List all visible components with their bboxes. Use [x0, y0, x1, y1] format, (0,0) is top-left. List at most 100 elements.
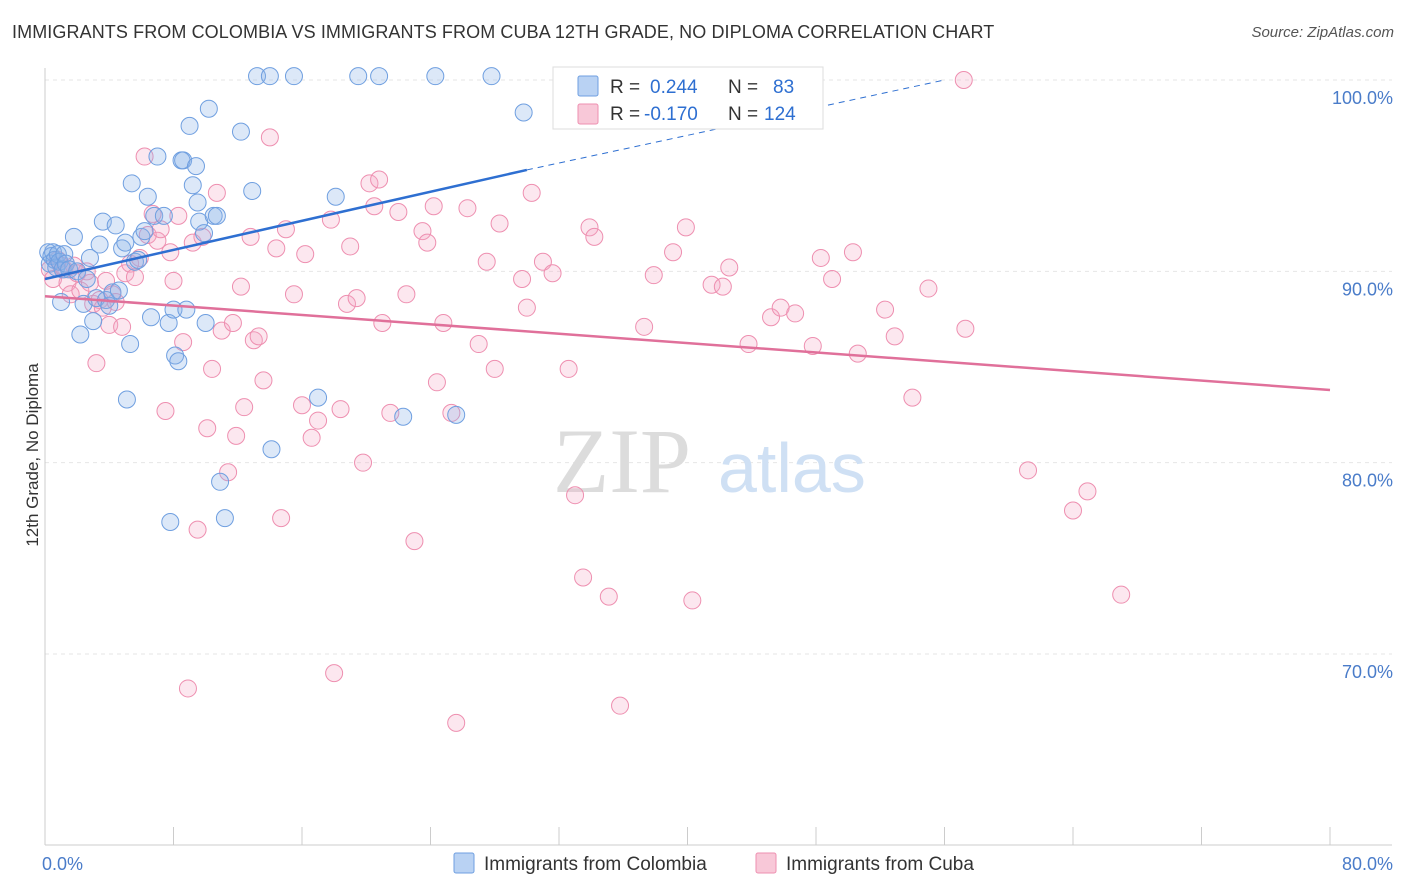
colombia-point — [109, 281, 128, 300]
cuba-point — [1064, 501, 1082, 520]
y-axis-label: 12th Grade, No Diploma — [23, 363, 42, 547]
cuba-point — [427, 373, 446, 392]
colombia-point — [326, 187, 345, 206]
colombia-point — [106, 216, 125, 235]
cuba-point — [249, 327, 268, 346]
stats-colombia-swatch — [577, 75, 599, 97]
colombia-point — [394, 407, 413, 426]
cuba-point — [341, 237, 360, 256]
cuba-point — [302, 428, 321, 447]
cuba-point — [762, 308, 781, 327]
colombia-point — [161, 512, 180, 531]
y-tick-label-100: 100.0% — [1332, 88, 1393, 108]
colombia-point — [154, 206, 173, 225]
cuba-point — [739, 335, 758, 354]
cuba-point — [485, 359, 504, 378]
cuba-trend-line — [44, 294, 1331, 392]
stats-legend: R = 0.244 N = 83 R = -0.170 N = 124 — [552, 66, 824, 130]
cuba-point — [389, 203, 408, 222]
cuba-point — [267, 239, 286, 258]
cuba-point — [87, 354, 106, 373]
colombia-point — [183, 176, 202, 195]
cuba-point — [580, 218, 599, 237]
colombia-point — [142, 308, 161, 327]
cuba-point — [469, 335, 488, 354]
colombia-point — [121, 335, 140, 354]
cuba-point — [164, 271, 183, 290]
grid-lines — [45, 79, 1392, 655]
colombia-point — [113, 239, 132, 258]
y-tick-label-80: 80.0% — [1342, 471, 1393, 491]
colombia-point — [77, 269, 96, 288]
colombia-point — [248, 67, 267, 86]
cuba-point — [574, 568, 593, 587]
cuba-point — [1112, 585, 1131, 604]
cuba-point — [113, 317, 132, 336]
stats-cuba-n-value: 124 — [764, 104, 796, 125]
cuba-point — [848, 344, 867, 363]
cuba-point — [447, 713, 466, 732]
cuba-point — [559, 359, 578, 378]
source-credit: Source: ZipAtlas.com — [1251, 24, 1394, 41]
colombia-point — [84, 312, 103, 331]
cuba-point — [811, 248, 830, 267]
colombia-point — [166, 346, 185, 365]
cuba-point — [713, 277, 732, 296]
colombia-point — [180, 116, 199, 135]
stats-colombia-n-value: 83 — [773, 77, 794, 98]
cuba-point — [331, 400, 350, 419]
cuba-point — [424, 197, 443, 216]
cuba-point — [803, 336, 822, 355]
cuba-point — [702, 275, 721, 294]
colombia-point — [135, 222, 154, 241]
colombia-point — [80, 248, 99, 267]
y-tick-label-90: 90.0% — [1342, 279, 1393, 299]
cuba-point — [720, 258, 739, 277]
colombia-point — [159, 313, 178, 332]
legend-cuba-label: Immigrants from Cuba — [786, 854, 974, 875]
stats-colombia-r-value: 0.244 — [650, 77, 698, 98]
legend-colombia-swatch — [453, 852, 475, 874]
tick-labels: 70.0% 80.0% 90.0% 100.0% 0.0% 80.0% — [42, 88, 1393, 874]
colombia-point — [186, 157, 205, 176]
cuba-point — [585, 227, 604, 246]
colombia-point — [122, 174, 141, 193]
cuba-point — [135, 147, 154, 166]
cuba-point — [522, 183, 541, 202]
colombia-point — [370, 67, 389, 86]
chart-title: IMMIGRANTS FROM COLOMBIA VS IMMIGRANTS F… — [12, 22, 995, 42]
colombia-point — [243, 181, 262, 200]
cuba-point — [272, 509, 291, 528]
cuba-point — [235, 398, 254, 417]
colombia-point — [64, 227, 83, 246]
cuba-point — [418, 233, 437, 252]
cuba-point — [458, 199, 477, 218]
cuba-point — [566, 486, 585, 505]
colombia-point — [207, 206, 226, 225]
cuba-point — [876, 300, 895, 319]
cuba-point — [223, 313, 242, 332]
cuba-point — [823, 269, 842, 288]
cuba-point — [490, 214, 509, 233]
stats-cuba-r-value: -0.170 — [644, 104, 698, 125]
cuba-point — [664, 243, 683, 262]
series-legend: Immigrants from Colombia Immigrants from… — [453, 852, 974, 875]
cuba-point — [370, 170, 389, 189]
axes — [44, 68, 1392, 846]
cuba-point — [644, 266, 663, 285]
cuba-point — [405, 532, 424, 551]
cuba-point — [125, 268, 144, 287]
colombia-point — [169, 352, 188, 371]
cuba-point — [174, 333, 193, 352]
cuba-point — [188, 520, 207, 539]
colombia-trend-line — [44, 168, 528, 281]
cuba-point — [477, 252, 496, 271]
cuba-point — [611, 696, 630, 715]
cuba-point — [635, 317, 654, 336]
cuba-point — [354, 453, 373, 472]
y-tick-label-70: 70.0% — [1342, 662, 1393, 682]
colombia-point — [145, 206, 164, 225]
cuba-point — [347, 289, 366, 308]
cuba-point — [885, 327, 904, 346]
